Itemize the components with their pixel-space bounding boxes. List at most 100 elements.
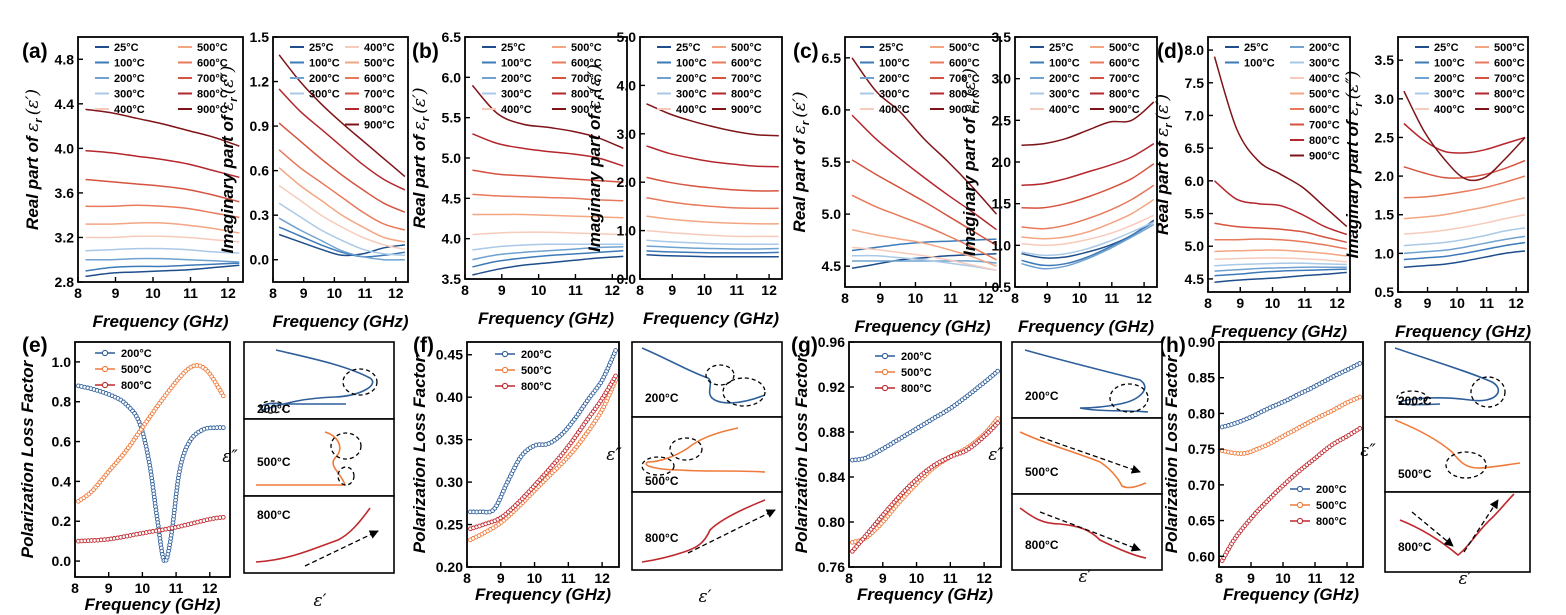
legend-label: 500°C [121, 364, 152, 376]
data-point [995, 416, 1000, 421]
y-tick-label: 3.5 [442, 271, 462, 287]
series-line [1021, 143, 1155, 187]
inset-box [1011, 417, 1163, 495]
x-tick-label: 11 [169, 580, 184, 596]
y-axis-label-paren: (ε″) [960, 68, 980, 97]
legend-label: 600°C [1309, 104, 1340, 116]
series-line [85, 235, 240, 243]
y-tick-label: 6.0 [442, 69, 462, 85]
legend-label: 400°C [501, 104, 532, 116]
series-line [1021, 221, 1155, 267]
y-tick-label: 0.2 [52, 513, 72, 529]
x-tick-label: 8 [636, 282, 644, 298]
y-tick-label: 1.0 [992, 237, 1012, 253]
y-tick-label: 1.5 [992, 196, 1012, 212]
series-line [1214, 262, 1347, 267]
dashed-ellipse [259, 400, 285, 414]
x-tick-label: 8 [1204, 295, 1212, 311]
x-tick-label: 8 [1394, 295, 1402, 311]
x-tick-label: 11 [568, 282, 583, 298]
y-tick-label: 2.8 [55, 274, 75, 290]
series-line [1214, 271, 1347, 283]
series-line [1403, 250, 1526, 269]
dashed-arrow [687, 509, 776, 554]
y-tick-label: 2.5 [1375, 129, 1395, 145]
y-tick-label: 6.5 [1185, 140, 1205, 156]
legend-label: 800°C [121, 380, 152, 392]
x-tick-label: 11 [943, 290, 958, 306]
inset-box [1011, 493, 1163, 571]
legend-label: 100°C [879, 58, 910, 70]
series-line [85, 178, 240, 203]
legend-label: 600°C [364, 73, 395, 85]
y-axis-label-symbol: ε [218, 102, 238, 111]
legend-label: 800°C [1316, 516, 1347, 528]
y-tick-label: 4.5 [442, 190, 462, 206]
series-line [472, 243, 624, 251]
series-line [85, 257, 240, 263]
x-axis-label: Frequency (GHz) [92, 312, 228, 331]
legend-label: 800°C [197, 89, 228, 101]
panel-label: (c) [793, 40, 819, 63]
x-tick-label: 10 [697, 282, 713, 298]
x-tick-label: 8 [1011, 290, 1019, 306]
legend-marker [1296, 501, 1304, 509]
data-point [1357, 426, 1363, 431]
y-tick-label: 0.0 [52, 553, 72, 569]
legend-label: 25°C [309, 42, 334, 54]
legend-marker [101, 365, 109, 373]
legend-label: 800°C [521, 381, 552, 393]
legend-marker [881, 368, 889, 376]
panel-label: (e) [22, 334, 48, 357]
series-line [1021, 184, 1155, 230]
legend-label: 200°C [1049, 73, 1080, 85]
data-point [1357, 361, 1363, 366]
series-line [470, 375, 617, 530]
inset-temperature-label: 200°C [1025, 389, 1059, 403]
series-line [85, 262, 240, 272]
legend-label: 700°C [1109, 73, 1140, 85]
legend-label: 500°C [1309, 89, 1340, 101]
y-tick-label: 1.2 [250, 74, 270, 90]
series-line [85, 222, 240, 234]
y-tick-label: 3.0 [992, 71, 1012, 87]
y-tick-label: 0.8 [52, 394, 72, 410]
y-tick-label: 6.5 [442, 29, 462, 45]
y-tick-label: 1.5 [250, 29, 270, 45]
y-axis-label: Polarization Loss Factor [18, 359, 37, 558]
legend-label: 600°C [571, 58, 602, 70]
x-tick-label: 9 [668, 282, 676, 298]
series-line [646, 229, 779, 238]
y-tick-label: 2.5 [992, 112, 1012, 128]
x-tick-label: 12 [604, 282, 620, 298]
plot-frame [639, 36, 783, 280]
series-line [1021, 223, 1155, 270]
inset-box [243, 418, 395, 497]
x-tick-label: 12 [978, 290, 994, 306]
legend-label: 400°C [1434, 104, 1465, 116]
plot-frame [77, 36, 244, 283]
x-tick-label: 9 [1424, 295, 1432, 311]
x-tick-label: 12 [976, 570, 992, 586]
x-axis-label: Frequency (GHz) [643, 309, 779, 328]
inset-curve [641, 347, 766, 404]
x-tick-label: 8 [1215, 570, 1223, 586]
legend-label: 200°C [1309, 42, 1340, 54]
x-tick-label: 11 [729, 282, 744, 298]
legend-label: 500°C [364, 58, 395, 70]
x-tick-label: 8 [841, 290, 849, 306]
legend-label: 300°C [114, 89, 145, 101]
series-line [1021, 198, 1155, 240]
inset-temperature-label: 500°C [1025, 465, 1059, 479]
cole-cole-inset-0: 200°C 500°C 800°C ε″ ε′ [222, 341, 395, 611]
y-axis-label: Imaginary part of εr (ε″) [1343, 71, 1365, 259]
panel-label: (f) [413, 334, 434, 357]
chart-panel-1: 8 9 10 11 12 0.0 0.3 0.6 0.9 1.2 1.5 Frequency (GHz… [218, 29, 409, 331]
series-line [646, 176, 779, 192]
y-tick-label: 0.30 [436, 474, 463, 490]
y-axis-label-main: Real part of [23, 132, 42, 230]
legend-label: 100°C [114, 58, 145, 70]
x-tick-label: 9 [876, 290, 884, 306]
series-line [472, 245, 624, 261]
inset-curve [256, 431, 347, 486]
